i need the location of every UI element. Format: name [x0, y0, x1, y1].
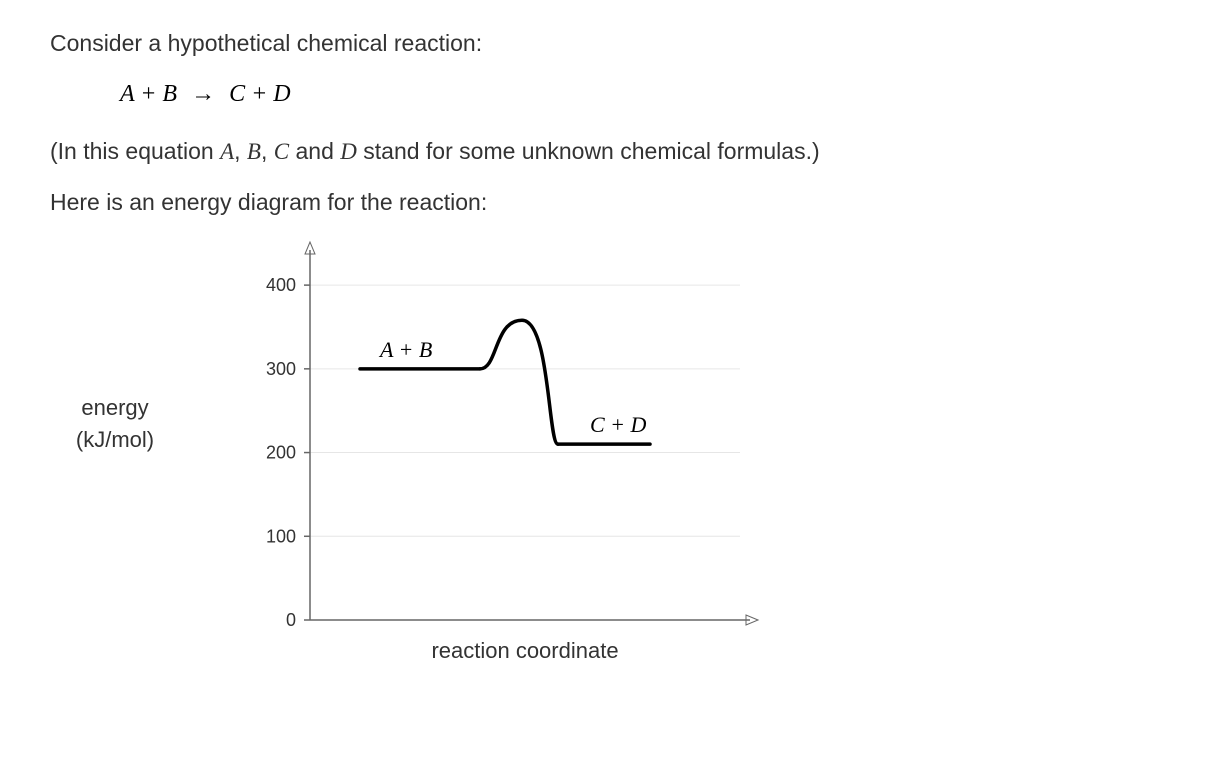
tick-labels: 0 100 200 300 400	[266, 275, 296, 630]
explanation-pre: (In this equation	[50, 138, 220, 164]
var-a: A	[220, 139, 234, 164]
svg-text:A + B: A + B	[378, 337, 432, 362]
axes	[305, 242, 758, 625]
and: and	[289, 138, 340, 164]
reaction-equation: A + B → C + D	[50, 81, 1156, 108]
x-axis-label: reaction coordinate	[375, 638, 675, 664]
y-axis-label: energy (kJ/mol)	[55, 395, 175, 453]
grid-lines	[310, 285, 740, 536]
equation-arrow: →	[191, 81, 215, 108]
explanation-post: stand for some unknown chemical formulas…	[357, 138, 820, 164]
svg-text:100: 100	[266, 526, 296, 546]
var-b: B	[247, 139, 261, 164]
svg-text:0: 0	[286, 610, 296, 630]
equation-lhs: A + B	[120, 81, 177, 107]
sep1: ,	[234, 138, 247, 164]
intro-text: Consider a hypothetical chemical reactio…	[50, 30, 1156, 57]
svg-text:400: 400	[266, 275, 296, 295]
equation-rhs: C + D	[229, 81, 291, 107]
y-axis-label-line2: (kJ/mol)	[55, 427, 175, 453]
sep2: ,	[261, 138, 274, 164]
chart-svg: 0 100 200 300 400 A + B C + D	[200, 240, 840, 680]
y-axis-label-line1: energy	[55, 395, 175, 421]
svg-text:300: 300	[266, 359, 296, 379]
svg-text:C + D: C + D	[590, 412, 647, 437]
energy-diagram: energy (kJ/mol) 0100200300400 A + BC + D…	[200, 240, 840, 680]
axis-ticks	[304, 285, 310, 620]
var-c: C	[274, 139, 289, 164]
curve-labels: A + B C + D	[378, 337, 647, 437]
explanation-text: (In this equation A, B, C and D stand fo…	[50, 138, 1156, 165]
svg-text:200: 200	[266, 443, 296, 463]
var-d: D	[340, 139, 357, 164]
diagram-intro-text: Here is an energy diagram for the reacti…	[50, 189, 1156, 216]
